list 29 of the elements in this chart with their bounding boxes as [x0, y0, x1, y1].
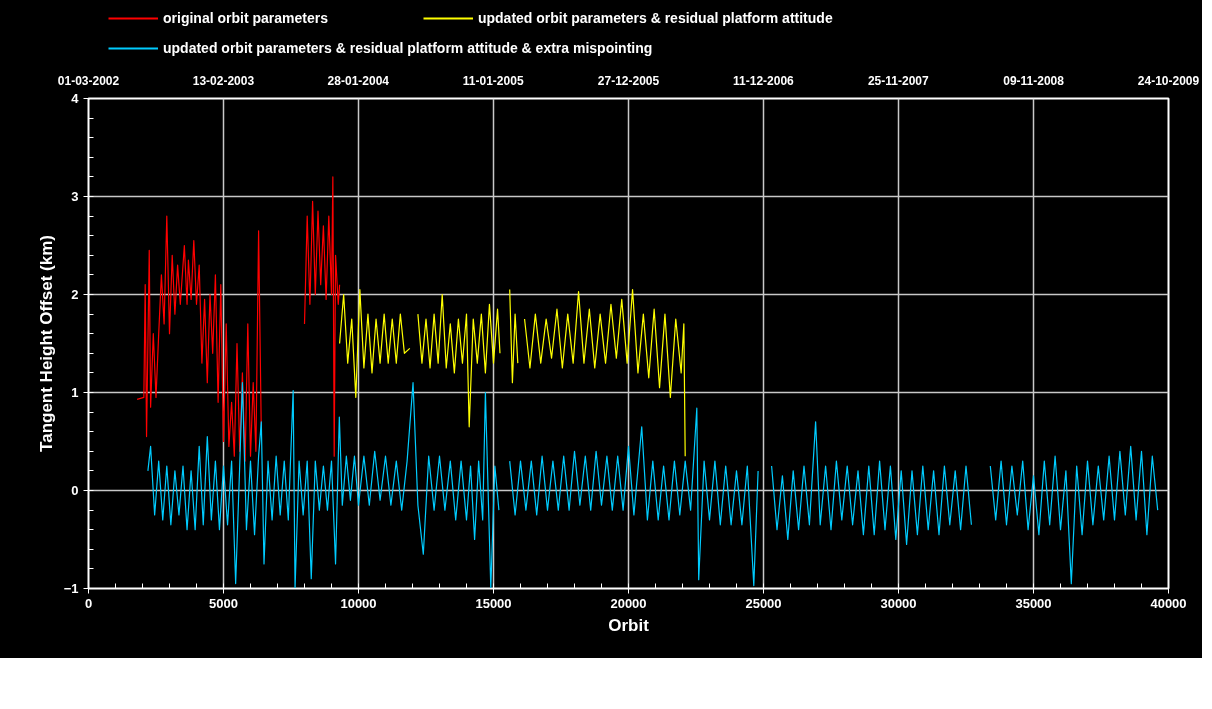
legend-label: updated orbit parameters & residual platform attitude & extra mispointing	[163, 40, 653, 56]
x2-tick-label: 25-11-2007	[867, 73, 929, 88]
legend-label: original orbit parameters	[163, 10, 328, 26]
x-axis-title: Orbit	[608, 615, 650, 635]
x2-tick-label: 11-12-2006	[733, 73, 795, 88]
y-tick-label: 1	[71, 385, 79, 400]
y-tick-label: 0	[71, 483, 79, 498]
x2-tick-label: 27-12-2005	[597, 73, 660, 88]
y-axis-title: Tangent Height Offset (km)	[36, 235, 56, 452]
x2-tick-label: 13-02-2003	[192, 73, 255, 88]
y-tick-label: −1	[63, 581, 79, 596]
x2-tick-label: 24-10-2009	[1137, 73, 1200, 88]
y-tick-label: 4	[71, 91, 80, 106]
x-tick-label: 10000	[340, 595, 377, 611]
x-tick-label: 35000	[1015, 595, 1052, 611]
x-tick-label: 0	[84, 595, 93, 611]
x-tick-label: 5000	[209, 595, 238, 611]
x2-tick-label: 01-03-2002	[57, 73, 120, 88]
x2-tick-label: 28-01-2004	[327, 73, 390, 88]
y-tick-label: 3	[71, 189, 79, 204]
x-tick-label: 25000	[745, 595, 782, 611]
x-tick-label: 40000	[1150, 595, 1187, 611]
x-tick-label: 30000	[880, 595, 917, 611]
x-tick-label: 20000	[610, 595, 647, 611]
x-tick-label: 15000	[475, 595, 512, 611]
legend-label: updated orbit parameters & residual platform attitude	[477, 10, 833, 26]
y-tick-label: 2	[71, 287, 79, 302]
x2-tick-label: 09-11-2008	[1003, 73, 1065, 88]
x2-tick-label: 11-01-2005	[462, 73, 524, 88]
